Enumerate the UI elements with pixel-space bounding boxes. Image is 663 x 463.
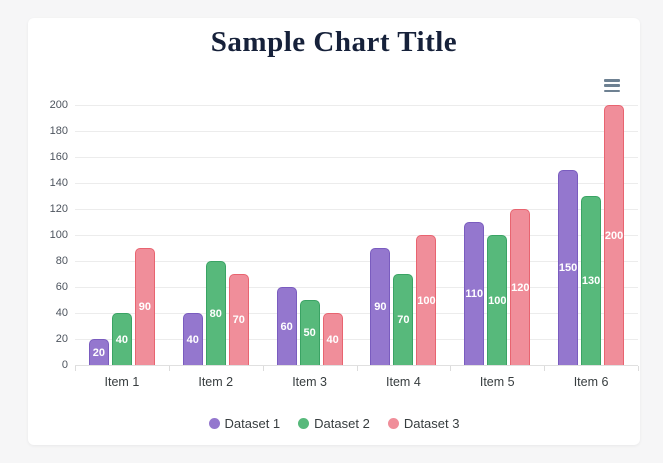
bar-dataset1-item6[interactable]: 150 [558, 170, 579, 365]
bar-dataset2-item5[interactable]: 100 [487, 235, 508, 365]
bar-dataset3-item1[interactable]: 90 [134, 248, 155, 365]
chart-title: Sample Chart Title [210, 26, 458, 58]
y-gridline [75, 313, 638, 314]
bar-dataset1-item5[interactable]: 110 [464, 222, 485, 365]
x-axis-category-label: Item 2 [198, 375, 234, 389]
bar-dataset2-item3[interactable]: 50 [299, 300, 320, 365]
x-axis-tick [262, 366, 264, 371]
y-gridline [75, 131, 638, 132]
y-gridline [75, 105, 638, 106]
chart-legend: Dataset 1 Dataset 2 Dataset 3 [28, 416, 640, 431]
x-axis-line [75, 365, 638, 366]
bar-dataset2-item1[interactable]: 40 [111, 313, 132, 365]
bar-value-label: 70 [397, 314, 410, 326]
bar-value-label: 40 [186, 333, 199, 346]
x-axis-tick [544, 366, 546, 371]
x-axis-tick [168, 366, 170, 371]
hamburger-menu-icon[interactable] [604, 79, 620, 92]
bar-value-label: 90 [374, 301, 387, 313]
y-gridline [75, 183, 638, 184]
bar-dataset2-item2[interactable]: 80 [205, 261, 226, 365]
legend-item-dataset-1[interactable]: Dataset 1 [208, 416, 281, 431]
y-axis-tick-label: 200 [49, 99, 68, 111]
y-gridline [75, 287, 638, 288]
y-gridline [75, 209, 638, 210]
bar-value-label: 40 [115, 333, 129, 346]
hamburger-bar [604, 79, 620, 82]
legend-label: Dataset 2 [314, 416, 370, 431]
hamburger-bar [604, 89, 620, 92]
y-axis-tick-label: 80 [55, 255, 68, 267]
bar-value-label: 80 [209, 307, 222, 320]
bar-dataset3-item4[interactable]: 100 [416, 235, 437, 365]
y-axis-tick-label: 180 [49, 125, 68, 137]
bar-chart: 0 20 40 60 80 100 120 140 160 180 200 20 40 90 Item 1 4… [28, 78, 640, 408]
legend-marker-icon [387, 418, 399, 429]
legend-item-dataset-3[interactable]: Dataset 3 [387, 416, 460, 431]
bar-dataset1-item4[interactable]: 90 [370, 248, 391, 365]
bar-value-label: 110 [465, 288, 484, 300]
x-axis-tick [638, 366, 639, 371]
y-axis-tick-label: 20 [55, 333, 68, 345]
bar-dataset1-item1[interactable]: 20 [88, 339, 109, 365]
bar-dataset1-item3[interactable]: 60 [276, 287, 297, 365]
legend-label: Dataset 3 [403, 416, 460, 431]
bar-value-label: 130 [581, 275, 601, 287]
x-axis-category-label: Item 3 [292, 375, 327, 389]
bar-value-label: 200 [604, 229, 624, 242]
legend-marker-icon [208, 418, 220, 429]
x-axis-category-label: Item 5 [479, 375, 515, 389]
bar-dataset1-item2[interactable]: 40 [182, 313, 203, 365]
bar-dataset3-item3[interactable]: 40 [322, 313, 343, 365]
legend-item-dataset-2[interactable]: Dataset 2 [298, 416, 370, 431]
bar-dataset3-item6[interactable]: 200 [604, 105, 625, 365]
bar-value-label: 100 [417, 294, 436, 307]
y-gridline [75, 157, 638, 158]
y-gridline [75, 261, 638, 262]
hamburger-bar [604, 84, 620, 87]
bar-value-label: 120 [511, 281, 530, 294]
x-axis-category-label: Item 1 [104, 375, 140, 389]
bar-value-label: 60 [280, 320, 293, 333]
chart-card: Sample Chart Title 0 20 40 60 80 100 120 140 160… [28, 18, 640, 445]
y-gridline [75, 339, 638, 340]
x-axis-tick [450, 366, 452, 371]
bar-value-label: 150 [558, 262, 578, 274]
y-axis-tick-label: 100 [49, 229, 68, 241]
bar-value-label: 90 [138, 301, 152, 313]
bar-dataset3-item2[interactable]: 70 [228, 274, 249, 365]
bar-dataset2-item6[interactable]: 130 [581, 196, 602, 365]
x-axis-tick [356, 366, 358, 371]
bar-value-label: 20 [92, 346, 106, 359]
y-axis-tick-label: 0 [61, 359, 68, 371]
bar-value-label: 100 [488, 294, 507, 307]
legend-marker-icon [298, 418, 310, 429]
bar-value-label: 70 [232, 314, 245, 326]
y-axis-tick-label: 160 [49, 151, 68, 163]
y-axis-tick-label: 40 [55, 307, 68, 319]
y-gridline [75, 235, 638, 236]
bar-value-label: 40 [326, 333, 339, 346]
x-axis-category-label: Item 6 [573, 375, 609, 389]
bar-dataset3-item5[interactable]: 120 [510, 209, 531, 365]
bar-dataset2-item4[interactable]: 70 [393, 274, 414, 365]
legend-label: Dataset 1 [224, 416, 281, 431]
x-axis-tick [75, 366, 76, 371]
y-axis-tick-label: 140 [49, 177, 68, 189]
y-axis-tick-label: 120 [49, 203, 68, 215]
bar-value-label: 50 [303, 327, 316, 339]
x-axis-category-label: Item 4 [386, 375, 421, 389]
y-axis-tick-label: 60 [55, 281, 68, 293]
